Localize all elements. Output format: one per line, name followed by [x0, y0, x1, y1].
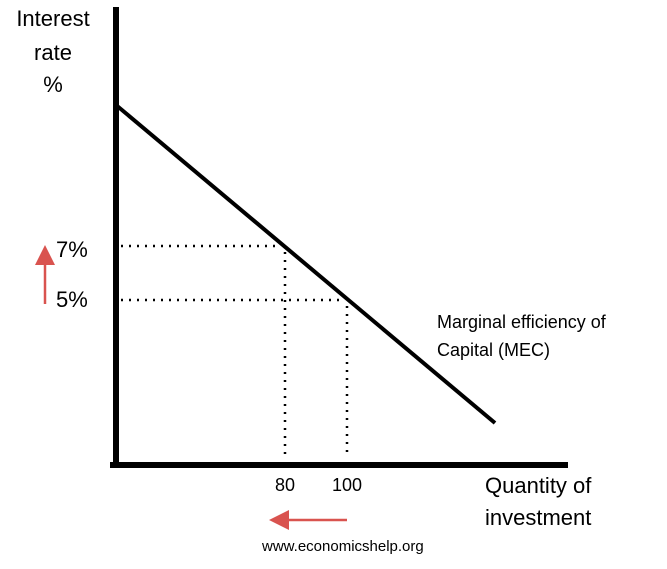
x-axis-label-line2: investment — [485, 505, 592, 530]
curve-label-line2: Capital (MEC) — [437, 340, 551, 360]
curve-label-line1: Marginal efficiency of — [437, 312, 606, 332]
qty-low-label: 80 — [274, 475, 296, 495]
y-axis-label-line2: rate — [34, 40, 72, 65]
rate-high-label: 7% — [56, 237, 88, 262]
qty-high-label: 100 — [331, 475, 363, 495]
y-axis-label-line3: % — [43, 72, 63, 97]
y-axis-label-line1: Interest — [16, 6, 90, 31]
source-label: www.economicshelp.org — [262, 538, 424, 555]
mec-curve — [114, 103, 497, 425]
rate-low-label: 5% — [56, 287, 88, 312]
x-axis-label-line1: Quantity of — [485, 473, 592, 498]
